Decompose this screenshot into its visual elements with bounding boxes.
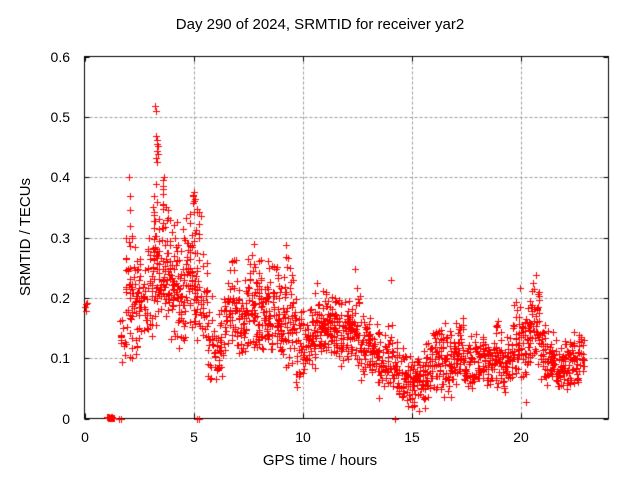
y-tick-label: 0 — [62, 411, 70, 427]
x-axis-label: GPS time / hours — [262, 452, 378, 469]
y-tick-label: 0.3 — [50, 230, 70, 246]
chart-title: Day 290 of 2024, SRMTID for receiver yar… — [175, 16, 465, 33]
y-tick-label: 0.5 — [50, 109, 70, 125]
x-tick-label: 5 — [190, 429, 198, 445]
x-tick-label: 15 — [404, 429, 420, 445]
x-tick-label: 0 — [81, 429, 89, 445]
y-tick-label: 0.1 — [50, 350, 70, 366]
y-tick-label: 0.6 — [50, 49, 70, 65]
y-tick-label: 0.2 — [50, 290, 70, 306]
x-tick-label: 10 — [295, 429, 311, 445]
x-tick-label: 20 — [513, 429, 529, 445]
y-tick-label: 0.4 — [50, 169, 70, 185]
